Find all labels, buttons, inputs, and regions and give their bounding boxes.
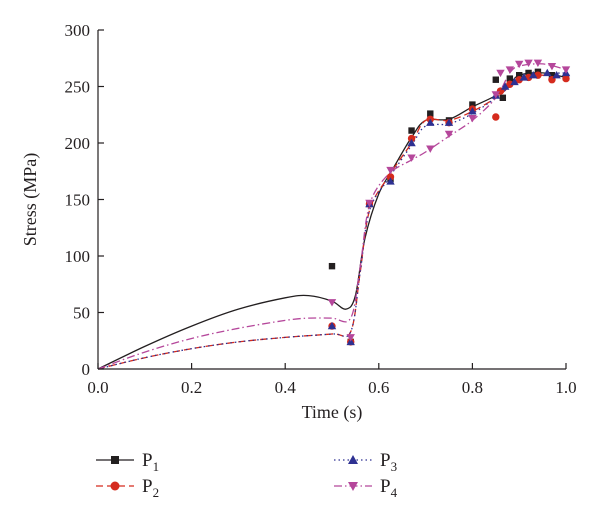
- data-point-series-2: [506, 80, 514, 88]
- data-point-series-3: [444, 118, 454, 126]
- x-ticks: 0.0 0.2 0.4 0.6 0.8 1.0: [87, 363, 577, 397]
- data-point-series-4: [561, 66, 571, 74]
- data-point-series-4: [444, 130, 454, 139]
- y-tick-label: 300: [65, 21, 91, 40]
- data-point-series-1: [548, 72, 556, 79]
- x-tick-label: 0.6: [368, 378, 389, 397]
- data-point-series-4: [547, 62, 557, 71]
- legend-marker: [111, 456, 119, 464]
- data-point-series-1: [469, 101, 476, 108]
- y-tick-label: 150: [65, 191, 91, 210]
- legend-item-4: P4: [334, 476, 398, 500]
- legend-subscript: 2: [153, 485, 160, 500]
- data-point-series-3: [386, 177, 395, 185]
- data-point-series-4: [327, 299, 337, 307]
- data-point-series-1: [408, 127, 415, 134]
- series-line-4: [97, 63, 567, 370]
- data-point-series-1: [492, 76, 499, 83]
- data-point-series-2: [492, 113, 500, 121]
- data-point-series-4: [505, 66, 515, 74]
- data-point-series-3: [468, 107, 477, 115]
- x-tick-label: 0.0: [87, 378, 108, 397]
- data-point-series-4: [533, 59, 543, 67]
- axes: 0.0 0.2 0.4 0.6 0.8 1.0 0 50 100 150 200 250 300: [65, 21, 577, 397]
- legend-label: P3: [380, 450, 397, 474]
- data-point-series-4: [346, 334, 355, 342]
- data-point-series-2: [515, 76, 523, 84]
- data-point-series-2: [386, 173, 395, 181]
- data-point-series-3: [510, 77, 519, 86]
- x-tick-label: 0.8: [462, 378, 483, 397]
- data-point-series-4: [407, 154, 416, 162]
- data-point-series-1: [427, 110, 434, 117]
- data-point-series-4: [426, 145, 435, 153]
- series-markers: [327, 59, 571, 346]
- y-tick-label: 0: [82, 360, 91, 379]
- data-point-series-2: [407, 134, 416, 143]
- data-point-series-3: [552, 71, 561, 79]
- legend-marker: [110, 481, 120, 491]
- data-point-series-4: [491, 91, 500, 99]
- legend-marker: [348, 482, 358, 491]
- x-tick-label: 0.4: [275, 378, 297, 397]
- data-point-series-1: [525, 69, 532, 77]
- data-point-series-1: [328, 262, 336, 270]
- data-point-series-1: [516, 72, 523, 79]
- x-tick-label: 0.2: [181, 378, 202, 397]
- data-point-series-1: [506, 75, 514, 82]
- legend-label: P1: [142, 450, 159, 474]
- data-point-series-4: [386, 166, 395, 175]
- data-point-series-4: [524, 59, 533, 67]
- data-point-series-3: [519, 73, 529, 81]
- legend-subscript: 1: [153, 459, 160, 474]
- data-point-series-4: [468, 114, 477, 123]
- legend-item-3: P3: [334, 450, 397, 474]
- legend-marker: [348, 455, 358, 464]
- legend-subscript: 4: [391, 485, 398, 500]
- y-tick-label: 250: [65, 78, 91, 97]
- x-tick-label: 1.0: [555, 378, 576, 397]
- data-point-series-3: [543, 68, 552, 77]
- data-point-series-3: [407, 138, 416, 147]
- x-axis-title: Time (s): [302, 402, 363, 423]
- data-point-series-3: [529, 71, 538, 79]
- legend-label: P4: [380, 476, 398, 500]
- data-point-series-3: [426, 118, 435, 126]
- y-tick-label: 100: [65, 247, 91, 266]
- data-point-series-4: [496, 69, 505, 78]
- y-axis-title: Stress (MPa): [20, 153, 41, 247]
- y-tick-label: 200: [65, 134, 91, 153]
- y-tick-label: 50: [73, 304, 90, 323]
- data-point-series-2: [562, 74, 570, 83]
- data-point-series-4: [515, 60, 524, 69]
- data-point-series-1: [499, 94, 507, 101]
- data-point-series-3: [327, 321, 337, 330]
- data-point-series-3: [500, 82, 510, 90]
- data-point-series-4: [365, 199, 374, 208]
- legend-subscript: 3: [391, 459, 398, 474]
- legend-item-1: P1: [96, 450, 159, 474]
- legend-label: P2: [142, 476, 159, 500]
- legend-item-2: P2: [96, 476, 159, 500]
- y-ticks: 0 50 100 150 200 250 300: [65, 21, 104, 379]
